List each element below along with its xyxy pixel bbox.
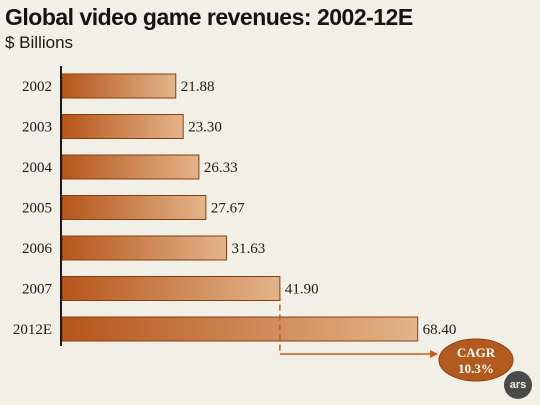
value-label-2002: 21.88: [181, 79, 215, 95]
cagr-label: CAGR: [457, 345, 496, 360]
category-label-2003: 2003: [22, 120, 52, 136]
cagr-badge: [438, 338, 514, 382]
chart-title: Global video game revenues: 2002-12E: [5, 4, 413, 30]
category-label-2004: 2004: [22, 160, 53, 176]
chart-subtitle: $ Billions: [5, 33, 74, 52]
bar-2005: [61, 195, 207, 220]
value-label-2012E: 68.40: [423, 322, 457, 338]
bar-2006: [61, 235, 227, 261]
value-label-2006: 31.63: [231, 241, 265, 257]
cagr-arrow-head: [430, 350, 438, 358]
category-label-2006: 2006: [22, 241, 53, 257]
bar-2007: [61, 276, 281, 301]
bar-2012E: [61, 316, 419, 342]
cagr-value: 10.3%: [458, 361, 494, 376]
bar-2002: [61, 73, 177, 99]
bar-2003: [61, 114, 184, 139]
value-label-2004: 26.33: [204, 160, 238, 176]
value-label-2007: 41.90: [285, 282, 319, 298]
value-label-2005: 27.67: [211, 201, 245, 217]
category-label-2005: 2005: [22, 201, 52, 217]
category-label-2007: 2007: [22, 282, 53, 298]
ars-logo: ars: [504, 371, 532, 399]
bars-group: 2002 21.88 2003 23.30 2004 26.33 2005 27.67 2006…: [13, 73, 457, 342]
category-label-2002: 2002: [22, 79, 52, 95]
value-label-2003: 23.30: [188, 120, 222, 136]
category-label-2012E: 2012E: [13, 322, 52, 338]
bar-2004: [61, 154, 200, 180]
